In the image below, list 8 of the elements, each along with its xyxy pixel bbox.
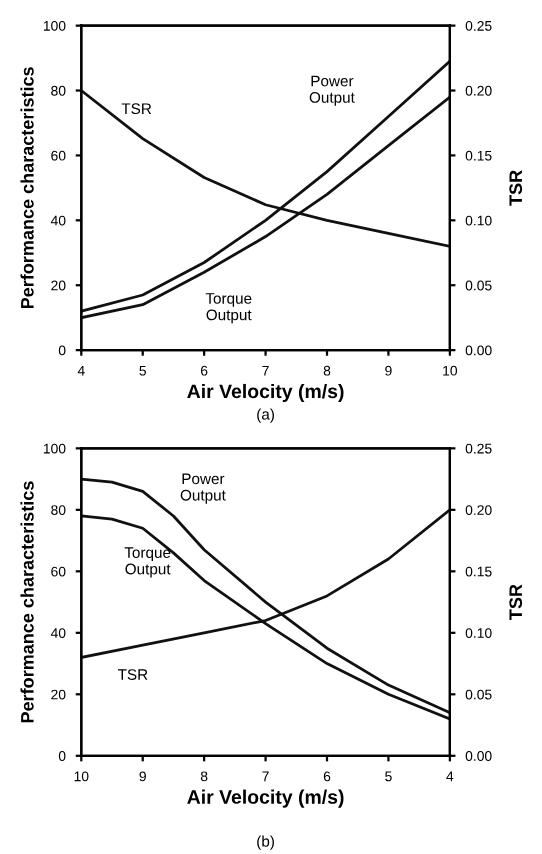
y-axis-title: Performance characteristics [20,481,34,723]
y2-axis-title: TSR [509,584,523,620]
y2-axis-title: TSR [509,170,523,206]
line-series [81,477,450,715]
y-axis-title: Performance characteristics [20,67,34,309]
x-axis-title: Air Velocity (m/s) [187,383,344,403]
line-series [81,59,450,313]
x-axis-title: Air Velocity (m/s) [187,789,344,808]
